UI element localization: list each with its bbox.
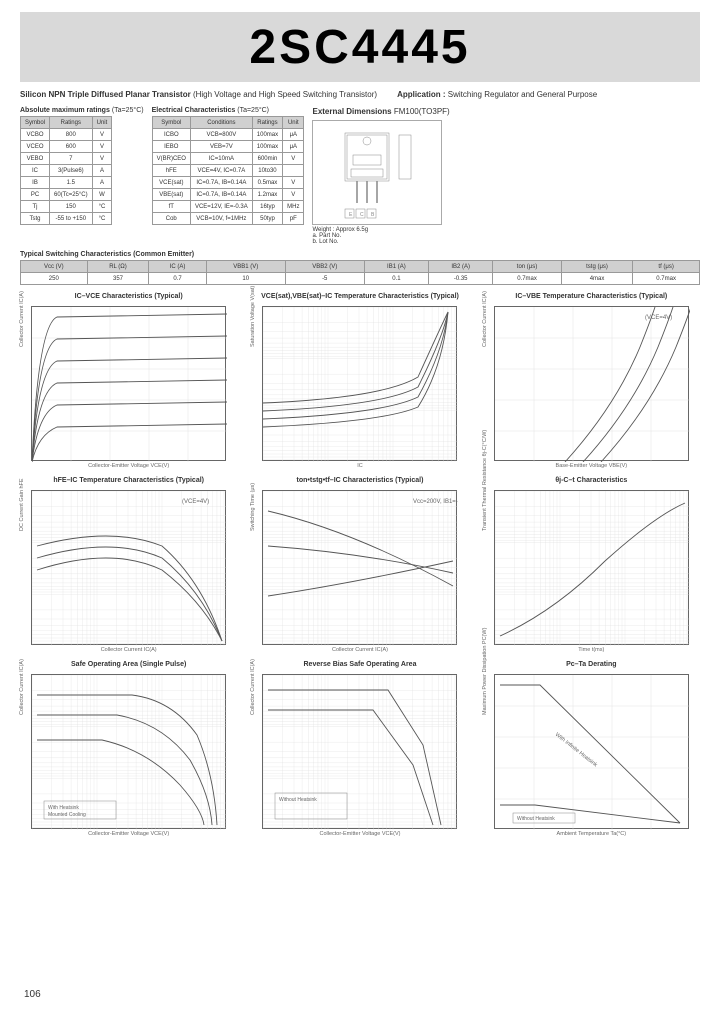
- svg-text:Vcc=200V, IB1=-IB2=IC/5,5: Vcc=200V, IB1=-IB2=IC/5,5: [413, 499, 458, 505]
- app-label: Application :: [397, 90, 445, 99]
- svg-text:E: E: [349, 212, 353, 218]
- svg-text:(VCE=4V): (VCE=4V): [645, 315, 672, 321]
- switch-char-caption: Typical Switching Characteristics (Commo…: [20, 251, 700, 258]
- switch-char-table: Vcc (V)RL (Ω)IC (A)VBB1 (V)VBB2 (V)IB1 (…: [20, 260, 700, 285]
- svg-text:Mounted Cooling: Mounted Cooling: [48, 812, 86, 818]
- external-dimensions: External Dimensions FM100(TO3PF) E C B: [312, 107, 482, 245]
- elec-char-block: Electrical Characteristics (Ta=25°C) Sym…: [152, 107, 305, 245]
- abs-max-table: SymbolRatingsUnitVCBO800VVCEO600VVEBO7VI…: [20, 116, 112, 225]
- ext-dims-title: External Dimensions FM100(TO3PF): [312, 107, 482, 116]
- title-band: 2SC4445: [20, 12, 700, 82]
- svg-text:C: C: [360, 212, 364, 218]
- subtitle-left: Silicon NPN Triple Diffused Planar Trans…: [20, 90, 377, 99]
- chart-1: VCE(sat),VBE(sat)–IC Temperature Charact…: [251, 293, 468, 469]
- chart-8: Pc–Ta DeratingWith Infinite HeatsinkWith…: [483, 661, 700, 837]
- charts-grid: IC–VCE Characteristics (Typical)Collecto…: [20, 293, 700, 837]
- package-svg: E C B: [317, 125, 437, 220]
- svg-text:With Infinite Heatsink: With Infinite Heatsink: [554, 732, 599, 769]
- abs-max-block: Absolute maximum ratings (Ta=25°C) Symbo…: [20, 107, 144, 245]
- chart-0: IC–VCE Characteristics (Typical)Collecto…: [20, 293, 237, 469]
- svg-text:Without Heatsink: Without Heatsink: [517, 816, 555, 822]
- chart-2: IC–VBE Temperature Characteristics (Typi…: [483, 293, 700, 469]
- abs-max-caption: Absolute maximum ratings (Ta=25°C): [20, 107, 144, 114]
- page-number: 106: [24, 989, 41, 1000]
- svg-text:(VCE=4V): (VCE=4V): [182, 499, 209, 505]
- subtitle-main: Silicon NPN Triple Diffused Planar Trans…: [20, 90, 191, 99]
- part-b: b. Lot No.: [312, 239, 482, 245]
- app-text: Switching Regulator and General Purpose: [448, 90, 597, 99]
- switch-char-block: Typical Switching Characteristics (Commo…: [20, 251, 700, 285]
- chart-6: Safe Operating Area (Single Pulse)With H…: [20, 661, 237, 837]
- svg-text:B: B: [371, 212, 375, 218]
- elec-char-caption: Electrical Characteristics (Ta=25°C): [152, 107, 305, 114]
- subtitle-desc: (High Voltage and High Speed Switching T…: [193, 90, 377, 99]
- chart-5: θj-C–t CharacteristicsTransient Thermal …: [483, 477, 700, 653]
- chart-4: ton•tstg•tf–IC Characteristics (Typical)…: [251, 477, 468, 653]
- subtitle-row: Silicon NPN Triple Diffused Planar Trans…: [20, 90, 700, 99]
- elec-char-table: SymbolConditionsRatingsUnitICBOVCB=800V1…: [152, 116, 305, 225]
- chart-3: hFE–IC Temperature Characteristics (Typi…: [20, 477, 237, 653]
- svg-text:With Heatsink: With Heatsink: [48, 805, 79, 811]
- svg-text:Without Heatsink: Without Heatsink: [279, 797, 317, 803]
- chart-7: Reverse Bias Safe Operating AreaWithout …: [251, 661, 468, 837]
- part-number-title: 2SC4445: [249, 20, 470, 75]
- tables-row: Absolute maximum ratings (Ta=25°C) Symbo…: [20, 107, 700, 245]
- package-drawing: E C B: [312, 120, 442, 225]
- subtitle-right: Application : Switching Regulator and Ge…: [397, 90, 597, 99]
